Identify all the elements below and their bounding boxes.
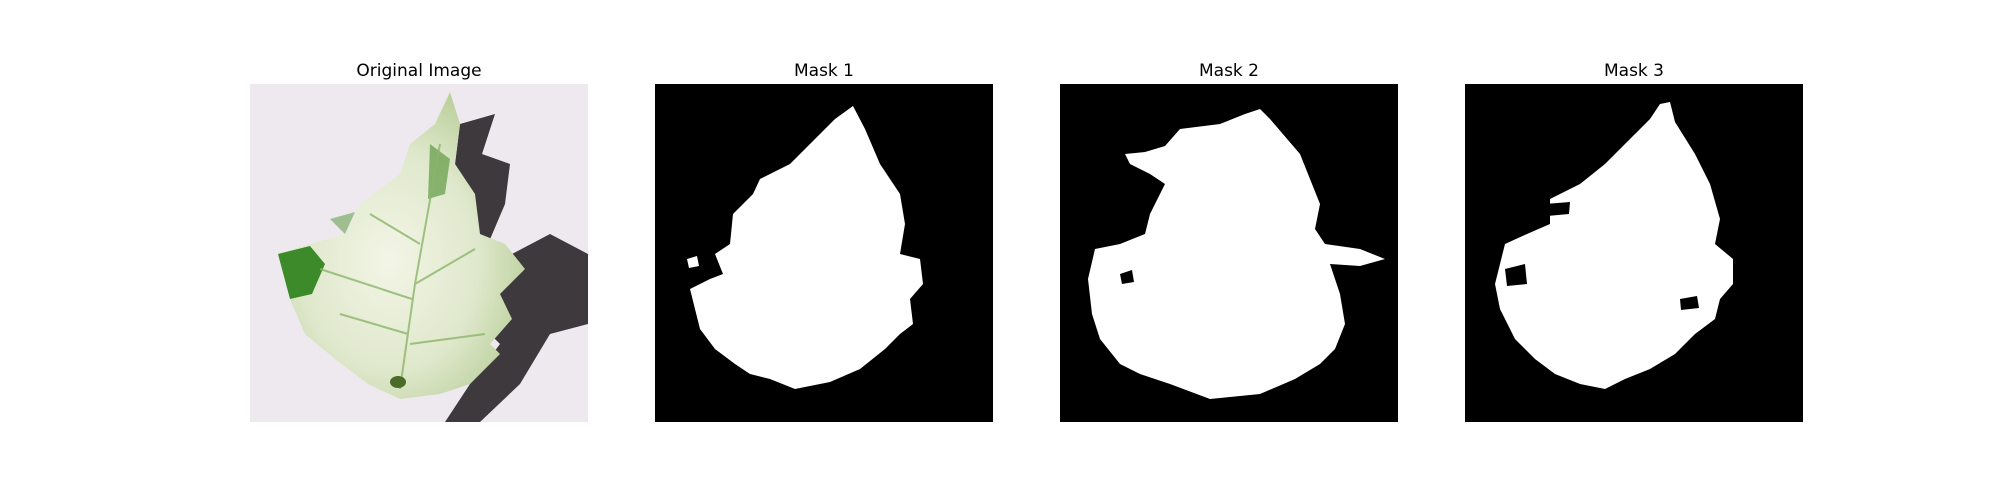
leaf-photo xyxy=(250,84,588,422)
mask-region xyxy=(1088,109,1385,399)
mask-speck xyxy=(687,256,699,268)
panel-title: Mask 3 xyxy=(1603,61,1664,81)
leaf-dark-lobe xyxy=(278,246,325,299)
mask-hole xyxy=(1680,296,1699,310)
panel-title: Mask 1 xyxy=(793,61,854,81)
leaf-body xyxy=(278,92,525,399)
panel-title: Mask 2 xyxy=(1198,61,1259,81)
mask-hole xyxy=(1505,264,1527,286)
mask-region xyxy=(690,106,923,389)
leaf-stem xyxy=(390,376,406,388)
mask-region xyxy=(1495,102,1733,389)
leaf-vein-patch xyxy=(330,212,355,234)
panel-mask-1: Mask 1 xyxy=(655,58,993,422)
panel-original-image: Original Image xyxy=(250,58,588,422)
panel-mask-3: Mask 3 xyxy=(1465,58,1803,422)
leaf-veins xyxy=(319,143,486,390)
mask-3-image xyxy=(1465,84,1803,422)
mask-3 xyxy=(1465,84,1803,422)
mask-2 xyxy=(1060,84,1398,422)
panel-mask-2: Mask 2 xyxy=(1060,58,1398,422)
mask-hole xyxy=(1545,202,1570,216)
original-image xyxy=(250,84,588,422)
mask-speck xyxy=(1120,270,1134,284)
mask-1 xyxy=(655,84,993,422)
mask-1-image xyxy=(655,84,993,422)
panel-title: Original Image xyxy=(356,61,482,81)
mask-2-image xyxy=(1060,84,1398,422)
